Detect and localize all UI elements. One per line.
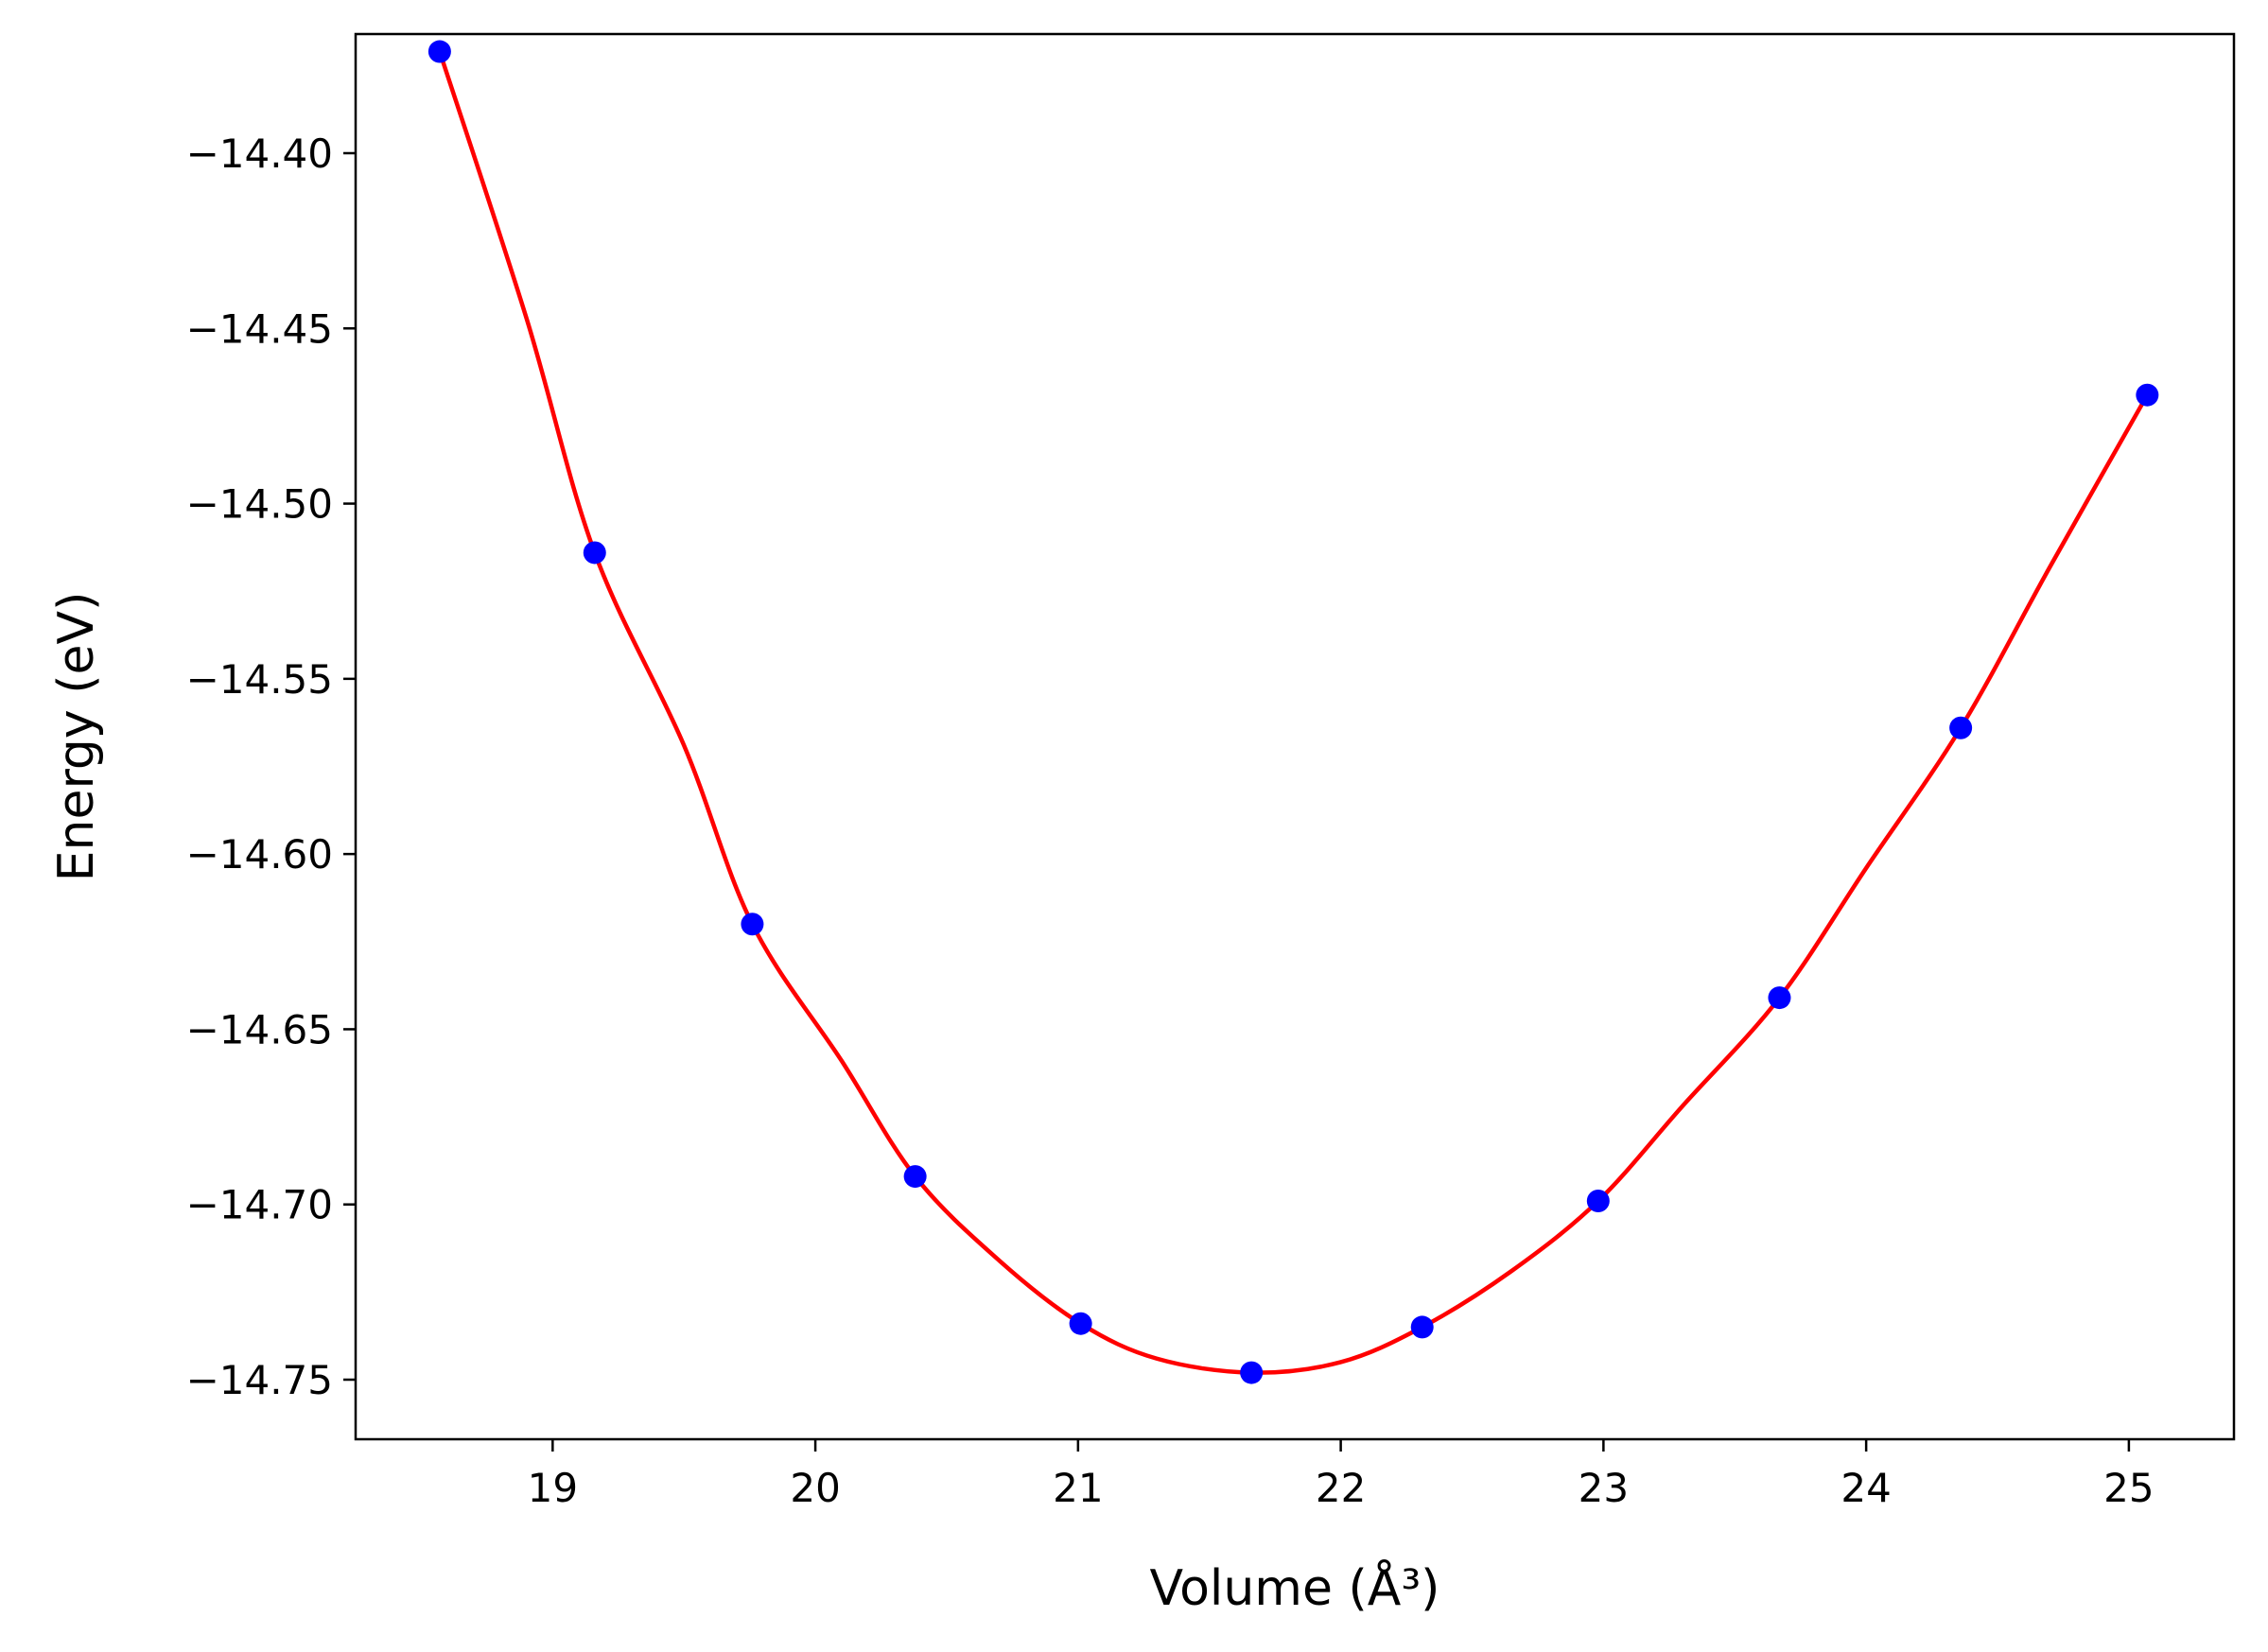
x-axis-label: Volume (Å³)	[1150, 1558, 1440, 1617]
x-tick-label: 23	[1579, 1465, 1629, 1511]
x-tick-label: 21	[1053, 1465, 1103, 1511]
y-tick-label: −14.45	[186, 305, 333, 352]
data-point	[2136, 383, 2159, 407]
y-tick-label: −14.65	[186, 1006, 333, 1052]
y-tick-label: −14.70	[186, 1182, 333, 1228]
x-tick-label: 20	[790, 1465, 840, 1511]
y-axis-label: Energy (eV)	[48, 592, 105, 882]
x-tick-label: 19	[528, 1465, 578, 1511]
data-point	[1586, 1190, 1610, 1213]
x-tick-label: 22	[1316, 1465, 1366, 1511]
x-tick-label: 25	[2103, 1465, 2154, 1511]
y-axis-ticks: −14.40 −14.45 −14.50 −14.55 −14.60 −14.65 −14.…	[186, 130, 356, 1403]
y-tick-label: −14.55	[186, 656, 333, 703]
data-point	[1768, 986, 1791, 1010]
data-point	[1949, 716, 1973, 739]
data-point	[1410, 1315, 1434, 1339]
x-tick-label: 24	[1841, 1465, 1891, 1511]
fit-curve	[437, 50, 2150, 1375]
fit-line-layer	[437, 50, 2150, 1375]
y-tick-label: −14.75	[186, 1357, 333, 1403]
data-point	[1240, 1361, 1264, 1384]
y-tick-label: −14.60	[186, 831, 333, 878]
y-tick-label: −14.50	[186, 481, 333, 528]
data-points-layer	[427, 40, 2159, 1384]
y-tick-label: −14.40	[186, 130, 333, 177]
data-point	[741, 913, 764, 936]
data-point	[427, 40, 451, 63]
axes-border	[354, 32, 2236, 1441]
data-point	[903, 1165, 927, 1189]
data-point	[1069, 1312, 1092, 1335]
x-axis-ticks: 19 20 21 22 23 24 25	[528, 1439, 2155, 1511]
data-point	[583, 541, 606, 565]
axes-frame	[354, 32, 2236, 1441]
